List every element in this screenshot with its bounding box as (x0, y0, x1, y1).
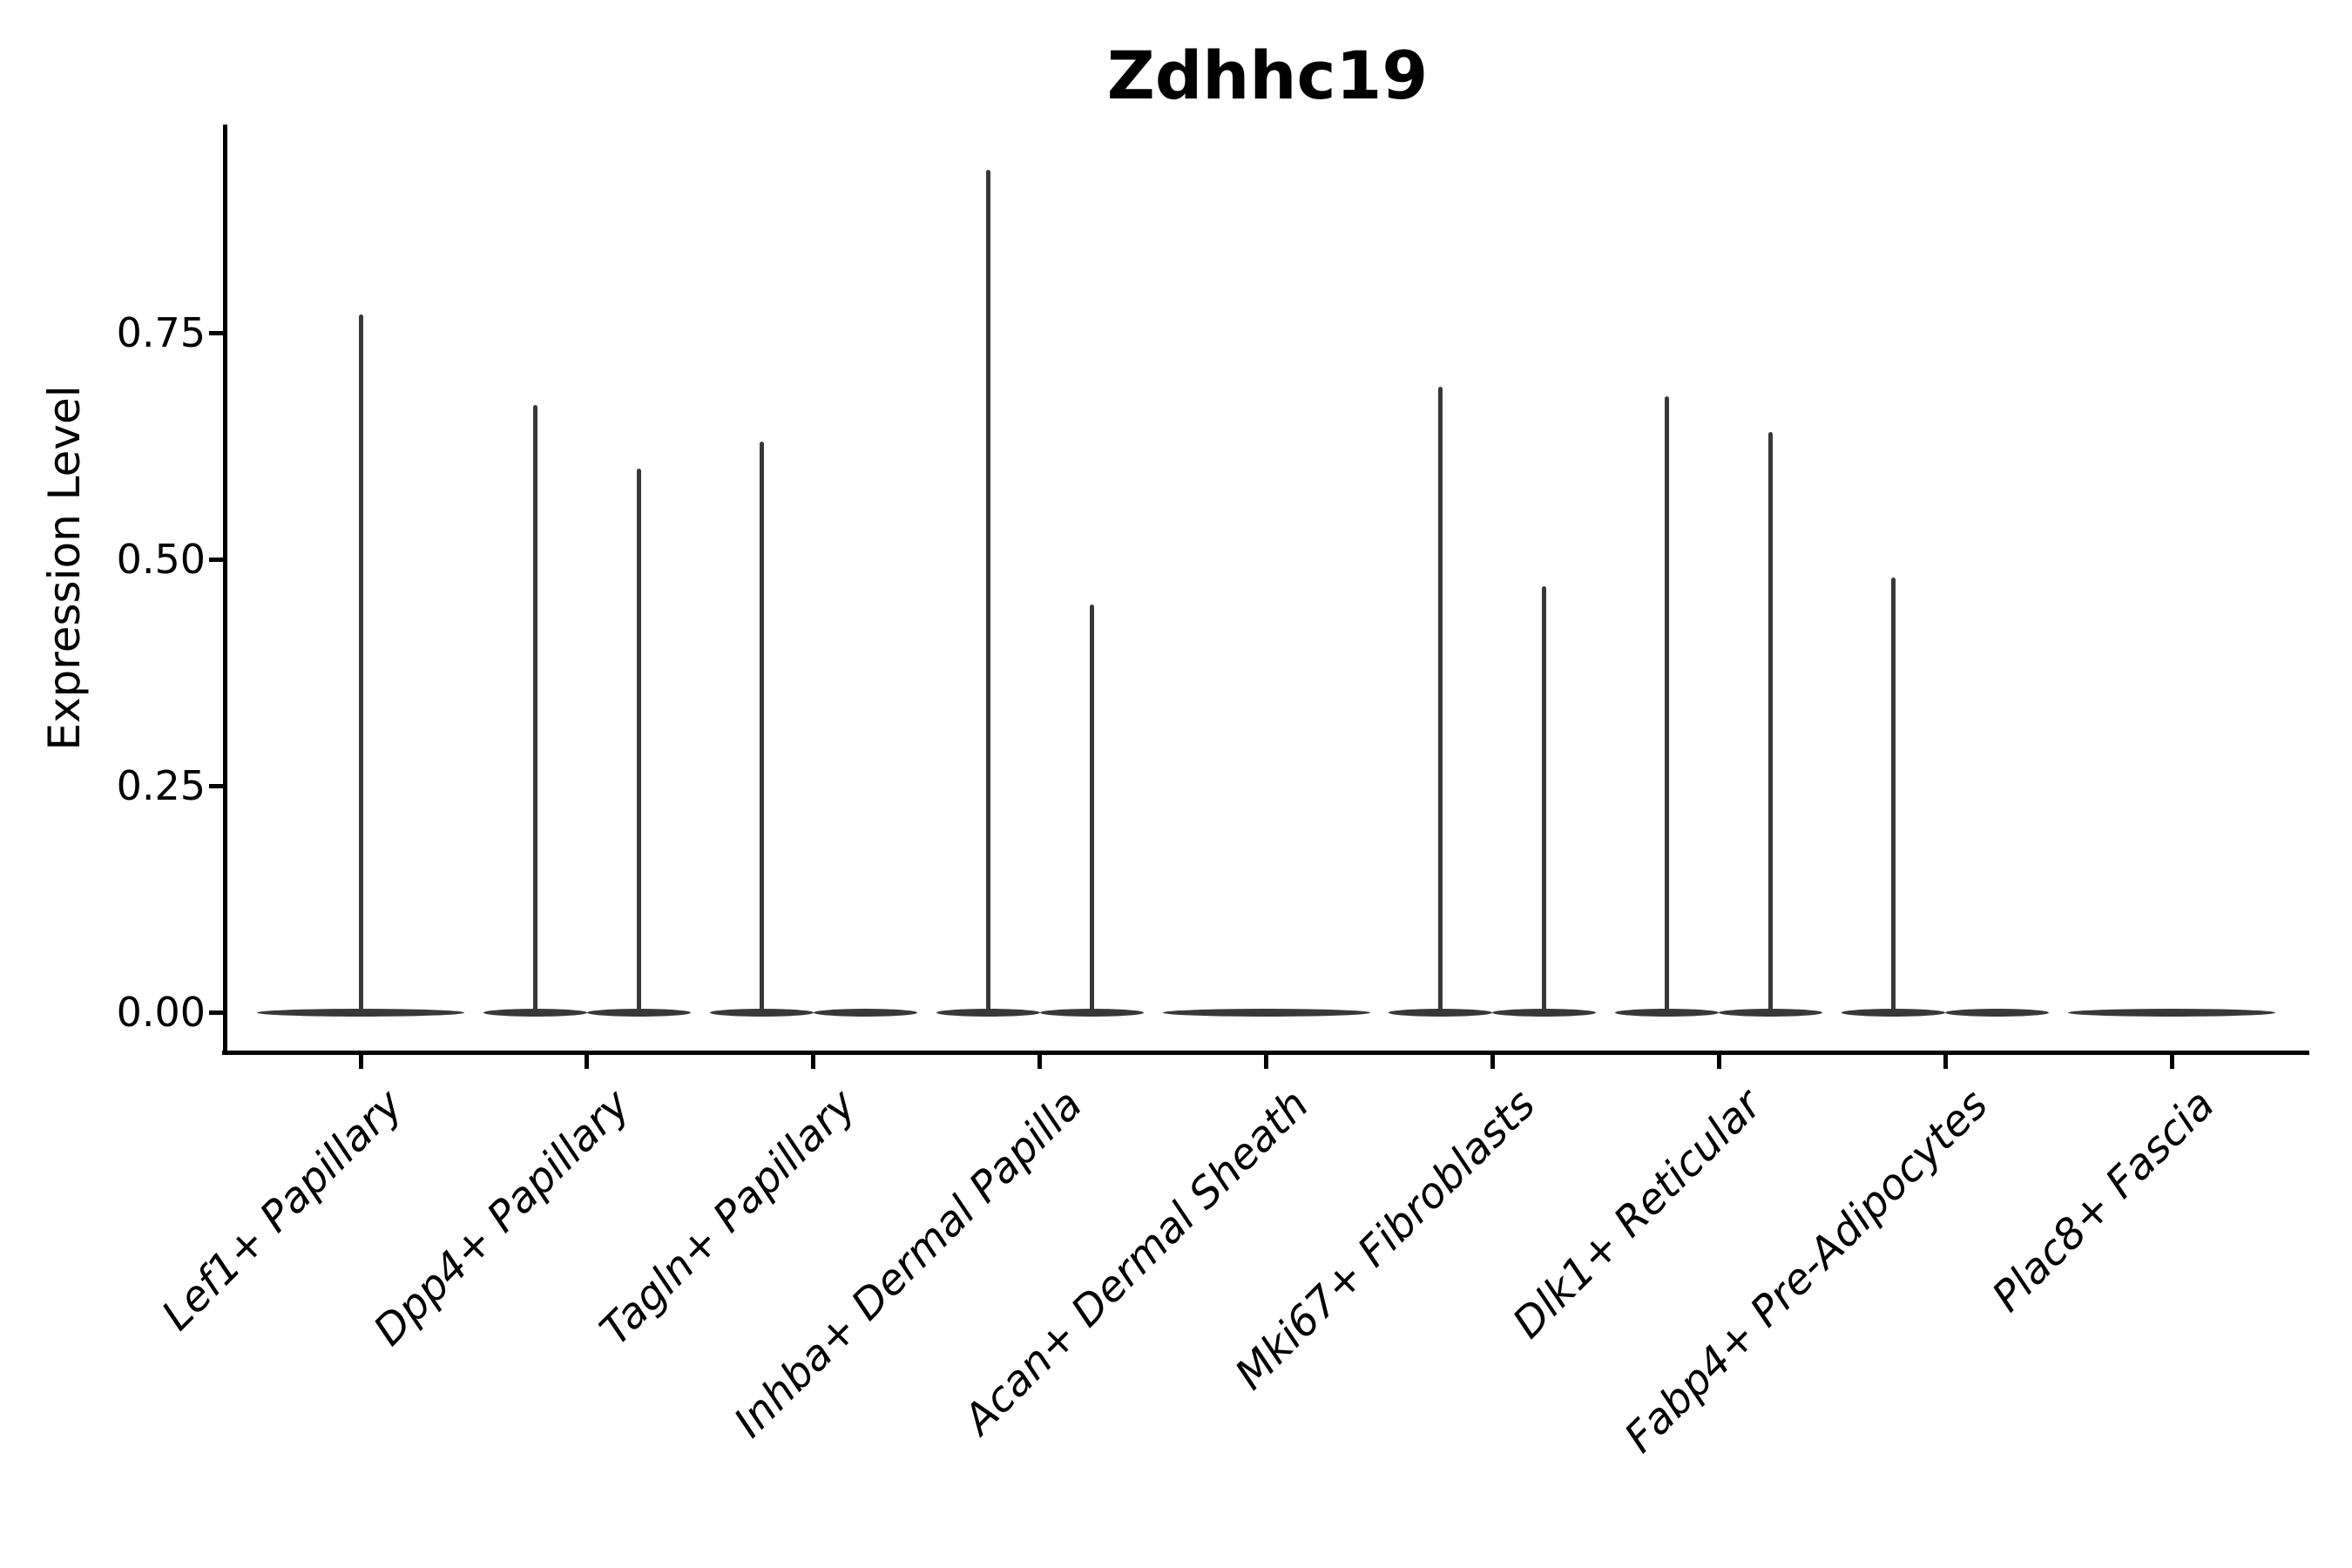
violin-spike (532, 405, 537, 1012)
y-tick-label: 0.00 (116, 989, 206, 1036)
violin-spike (1891, 577, 1896, 1012)
violin-spike (1768, 432, 1774, 1012)
x-tick-label: Plac8+ Fascia (1982, 1080, 2224, 1321)
violin-body (483, 1008, 587, 1017)
violin-body (1389, 1008, 1493, 1017)
violin-spike (985, 169, 990, 1012)
violin-body (257, 1008, 464, 1017)
x-tick (811, 1055, 816, 1069)
y-tick (209, 1010, 223, 1015)
x-tick-label: Dlk1+ Reticular (1503, 1080, 1771, 1348)
y-tick (209, 330, 223, 335)
chart-title: Zdhhc19 (1106, 37, 1429, 114)
y-tick-label: 0.50 (116, 536, 206, 583)
x-tick (1943, 1055, 1948, 1069)
violin-body (586, 1008, 691, 1017)
violin-spike (636, 469, 641, 1012)
violin-spike (759, 441, 764, 1012)
violin-body (1039, 1008, 1144, 1017)
violin-body (813, 1008, 917, 1017)
x-tick (358, 1055, 363, 1069)
x-tick (1716, 1055, 1721, 1069)
x-tick (1037, 1055, 1043, 1069)
violin-body (936, 1008, 1040, 1017)
x-axis-spine (222, 1051, 2309, 1055)
violin-body (1945, 1008, 2050, 1017)
violin-body (1719, 1008, 1823, 1017)
y-tick-label: 0.75 (116, 309, 206, 356)
y-tick (209, 557, 223, 562)
violin-spike (358, 314, 363, 1012)
violin-spike (1438, 387, 1443, 1012)
violin-spike (1542, 586, 1547, 1012)
y-tick-label: 0.25 (116, 762, 206, 809)
violin-spike (1665, 395, 1670, 1012)
violin-body (1492, 1008, 1597, 1017)
violin-body (1615, 1008, 1720, 1017)
x-tick (1490, 1055, 1495, 1069)
y-tick (209, 783, 223, 788)
y-axis-spine (223, 125, 227, 1054)
violin-body (709, 1008, 814, 1017)
x-tick (585, 1055, 590, 1069)
x-tick (2169, 1055, 2174, 1069)
x-tick (1264, 1055, 1268, 1069)
x-tick-label: Fabp4+ Pre-Adipocytes (1615, 1080, 1997, 1463)
violin-spike (1089, 605, 1094, 1012)
violin-body (1842, 1008, 1946, 1017)
x-tick-label: Lef1+ Papillary (152, 1080, 413, 1341)
violin-body (2068, 1008, 2275, 1017)
violin-body (1162, 1008, 1370, 1017)
